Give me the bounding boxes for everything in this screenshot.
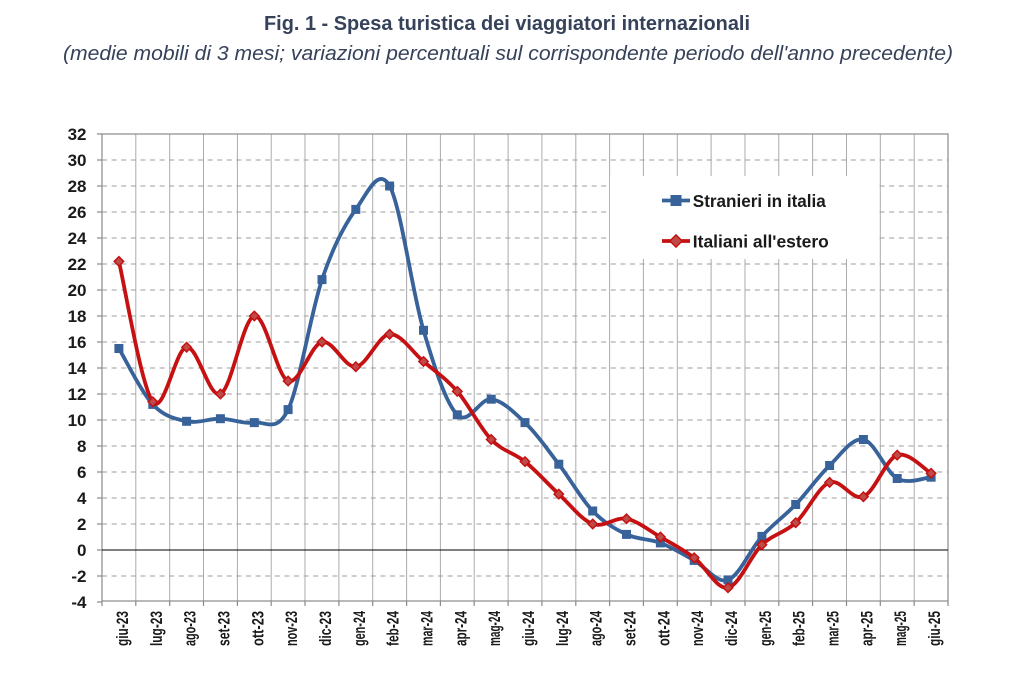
svg-text:set-23: set-23 — [214, 611, 233, 646]
svg-text:lug-23: lug-23 — [147, 611, 166, 646]
svg-text:28: 28 — [68, 177, 87, 196]
svg-text:dic-23: dic-23 — [316, 611, 335, 646]
svg-text:mag-24: mag-24 — [485, 611, 504, 646]
svg-text:(medie mobili di 3 mesi; varia: (medie mobili di 3 mesi; variazioni perc… — [63, 43, 953, 65]
svg-text:lug-24: lug-24 — [553, 611, 572, 646]
svg-text:30: 30 — [68, 151, 87, 170]
svg-text:4: 4 — [77, 489, 87, 508]
svg-text:gen-25: gen-25 — [756, 611, 775, 646]
svg-text:20: 20 — [68, 281, 87, 300]
svg-text:ott-24: ott-24 — [654, 611, 673, 646]
svg-text:24: 24 — [68, 229, 87, 248]
svg-text:giu-24: giu-24 — [519, 611, 538, 646]
svg-text:6: 6 — [77, 463, 86, 482]
svg-text:Stranieri in italia: Stranieri in italia — [693, 191, 826, 211]
svg-text:giu-25: giu-25 — [925, 611, 944, 646]
svg-text:Italiani all'estero: Italiani all'estero — [693, 232, 829, 252]
svg-text:Fig. 1 - Spesa turistica dei v: Fig. 1 - Spesa turistica dei viaggiatori… — [264, 12, 750, 35]
svg-text:2: 2 — [77, 515, 86, 534]
svg-text:ago-23: ago-23 — [181, 611, 200, 646]
svg-text:-2: -2 — [71, 567, 86, 586]
svg-text:ott-23: ott-23 — [248, 611, 267, 646]
svg-text:nov-23: nov-23 — [282, 611, 301, 646]
svg-text:22: 22 — [68, 255, 87, 274]
svg-text:0: 0 — [77, 541, 86, 560]
svg-text:mar-25: mar-25 — [824, 611, 843, 646]
svg-text:18: 18 — [68, 307, 87, 326]
svg-text:mar-24: mar-24 — [418, 611, 437, 646]
svg-text:26: 26 — [68, 203, 87, 222]
svg-text:10: 10 — [68, 411, 87, 430]
svg-text:14: 14 — [68, 359, 87, 378]
svg-text:nov-24: nov-24 — [688, 611, 707, 646]
svg-text:32: 32 — [68, 125, 87, 144]
svg-text:gen-24: gen-24 — [350, 611, 369, 646]
svg-text:16: 16 — [68, 333, 87, 352]
svg-text:set-24: set-24 — [621, 611, 640, 646]
svg-text:apr-25: apr-25 — [857, 611, 876, 646]
svg-text:feb-24: feb-24 — [384, 611, 403, 646]
svg-text:mag-25: mag-25 — [891, 611, 910, 646]
svg-text:giu-23: giu-23 — [113, 611, 132, 646]
svg-text:feb-25: feb-25 — [790, 611, 809, 646]
svg-text:-4: -4 — [71, 593, 87, 612]
svg-text:8: 8 — [77, 437, 86, 456]
svg-text:dic-24: dic-24 — [722, 611, 741, 646]
svg-text:ago-24: ago-24 — [587, 611, 606, 646]
svg-text:apr-24: apr-24 — [451, 611, 470, 646]
svg-text:12: 12 — [68, 385, 87, 404]
